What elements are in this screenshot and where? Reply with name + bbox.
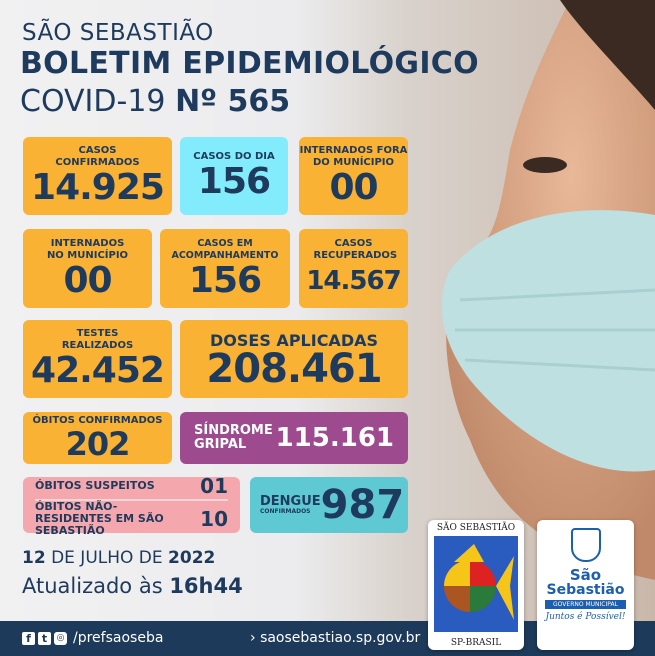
stat-sublabel: CONFIRMADOS bbox=[260, 508, 311, 515]
updated-value: 16h44 bbox=[169, 574, 243, 598]
obitos-nao-residentes-row: ÓBITOS NÃO-RESIDENTES EM SÃO SEBASTIÃO 1… bbox=[35, 499, 228, 537]
website-link[interactable]: › saosebastiao.sp.gov.br bbox=[250, 630, 420, 646]
fish-logo-bottom-text: SP-BRASIL bbox=[450, 638, 502, 648]
stat-label: ÓBITOS SUSPEITOS bbox=[35, 479, 155, 492]
stat-value: 00 bbox=[329, 167, 378, 208]
stat-value: 01 bbox=[200, 473, 228, 498]
stat-casos-do-dia: CASOS DO DIA 156 bbox=[180, 137, 288, 215]
updated-label: Atualizado às bbox=[22, 574, 170, 598]
stat-value: 14.567 bbox=[306, 265, 401, 296]
website-url[interactable]: saosebastiao.sp.gov.br bbox=[260, 630, 421, 646]
stat-label: TESTES REALIZADOS bbox=[61, 328, 134, 351]
fish-logo: SÃO SEBASTIÃO SP-BRASIL bbox=[428, 520, 524, 650]
fish-illustration-icon bbox=[434, 536, 518, 632]
stat-value: 987 bbox=[320, 482, 405, 528]
stat-obitos-extra: ÓBITOS SUSPEITOS 01 ÓBITOS NÃO-RESIDENTE… bbox=[23, 474, 240, 536]
stat-obitos: ÓBITOS CONFIRMADOS 202 bbox=[23, 412, 172, 464]
stat-label: ÓBITOS NÃO-RESIDENTES EM SÃO SEBASTIÃO bbox=[35, 499, 164, 537]
stat-label: INTERNADOS FORA DO MUNÍCIPIO bbox=[299, 145, 408, 168]
gov-name-1: São bbox=[569, 566, 602, 584]
city-heading: SÃO SEBASTIÃO bbox=[22, 20, 214, 46]
stat-value: 10 bbox=[200, 506, 228, 531]
stat-internados-fora: INTERNADOS FORA DO MUNÍCIPIO 00 bbox=[299, 137, 408, 215]
updated-time: Atualizado às 16h44 bbox=[22, 574, 243, 598]
stat-internados-municipio: INTERNADOS NO MUNICÍPIO 00 bbox=[23, 229, 152, 308]
stat-value: 202 bbox=[65, 425, 131, 463]
stat-label: INTERNADOS NO MUNICÍPIO bbox=[46, 237, 129, 261]
stat-label: DENGUE bbox=[260, 494, 321, 509]
coat-of-arms-icon bbox=[570, 528, 601, 562]
stat-value: 42.452 bbox=[31, 350, 165, 391]
stat-label: DOSES APLICADAS bbox=[210, 330, 378, 350]
gov-name-2: Sebastião bbox=[546, 582, 625, 598]
chevron-right-icon: › bbox=[250, 630, 256, 646]
stat-label: CASOS EM ACOMPANHAMENTO bbox=[171, 237, 279, 261]
social-handle[interactable]: /prefsaoseba bbox=[73, 630, 164, 646]
stat-doses: DOSES APLICADAS 208.461 bbox=[180, 320, 408, 398]
stat-label: CASOS RECUPERADOS bbox=[313, 237, 398, 261]
twitter-icon[interactable]: t bbox=[38, 631, 51, 645]
stat-sindrome-gripal: SÍNDROME GRIPAL 115.161 bbox=[180, 412, 408, 464]
edition-number: Nº 565 bbox=[175, 84, 291, 119]
gov-badge: GOVERNO MUNICIPAL bbox=[545, 600, 626, 609]
stat-value: 156 bbox=[188, 259, 262, 301]
fish-logo-top-text: SÃO SEBASTIÃO bbox=[436, 523, 516, 533]
stat-label: CASOS DO DIA bbox=[193, 151, 275, 162]
social-links[interactable]: f t ◎ /prefsaoseba bbox=[22, 630, 163, 646]
date-day: 12 bbox=[22, 548, 46, 568]
stat-value: 208.461 bbox=[206, 345, 382, 392]
gov-logo: São Sebastião GOVERNO MUNICIPAL Juntos é… bbox=[537, 520, 634, 650]
stat-value: 115.161 bbox=[275, 423, 394, 453]
bulletin-title: BOLETIM EPIDEMIOLÓGICO bbox=[20, 46, 479, 81]
facebook-icon[interactable]: f bbox=[22, 631, 35, 645]
stat-casos-recuperados: CASOS RECUPERADOS 14.567 bbox=[299, 229, 408, 308]
stat-label: CASOS CONFIRMADOS bbox=[55, 145, 140, 168]
stat-value: 00 bbox=[63, 259, 112, 301]
obitos-suspeitos-row: ÓBITOS SUSPEITOS 01 bbox=[35, 474, 228, 501]
covid-label: COVID-19 bbox=[20, 84, 166, 119]
stat-value: 156 bbox=[197, 161, 271, 202]
stat-testes: TESTES REALIZADOS 42.452 bbox=[23, 320, 172, 398]
instagram-icon[interactable]: ◎ bbox=[54, 631, 67, 645]
gov-slogan: Juntos é Possível! bbox=[545, 612, 626, 622]
date-month: DE JULHO DE bbox=[45, 548, 169, 568]
stat-label: ÓBITOS CONFIRMADOS bbox=[32, 415, 163, 426]
date-year: 2022 bbox=[168, 548, 216, 568]
bulletin-date: 12 DE JULHO DE 2022 bbox=[22, 548, 215, 568]
stat-dengue: DENGUE CONFIRMADOS 987 bbox=[250, 477, 408, 533]
masked-woman-photo bbox=[441, 0, 655, 580]
stat-casos-acompanhamento: CASOS EM ACOMPANHAMENTO 156 bbox=[160, 229, 290, 308]
stat-label: SÍNDROME GRIPAL bbox=[194, 423, 273, 452]
bulletin-number: COVID-19 Nº 565 bbox=[20, 84, 290, 119]
dengue-labels: DENGUE CONFIRMADOS bbox=[260, 495, 321, 515]
stat-casos-confirmados: CASOS CONFIRMADOS 14.925 bbox=[23, 137, 172, 215]
stat-value: 14.925 bbox=[31, 167, 165, 208]
